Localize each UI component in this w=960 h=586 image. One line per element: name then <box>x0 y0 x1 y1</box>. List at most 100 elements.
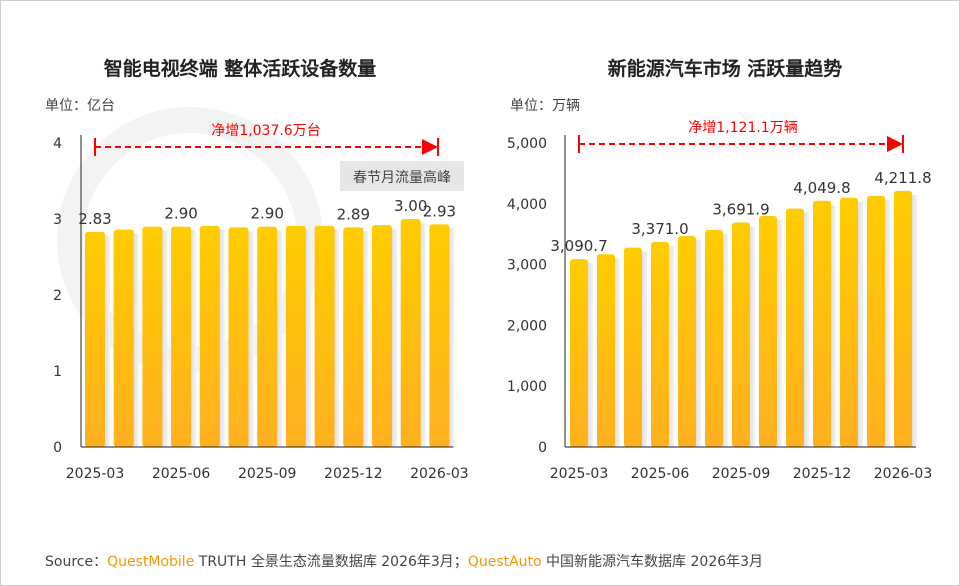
bar-shadow <box>447 228 455 447</box>
y-tick-label: 2,000 <box>507 318 547 334</box>
data-label: 4,049.8 <box>793 179 850 197</box>
data-label: 2.83 <box>78 210 111 228</box>
bar <box>678 236 696 447</box>
bar-shadow <box>332 229 340 447</box>
source-note: Source：QuestMobile TRUTH 全景生态流量数据库 2026年… <box>45 551 763 571</box>
bar-shadow <box>748 226 755 447</box>
x-tick-label: 2025-06 <box>152 466 211 482</box>
bar <box>759 215 777 447</box>
data-label: 4,211.8 <box>874 169 931 187</box>
bar-shadow <box>667 246 674 447</box>
data-label: 2.90 <box>250 205 283 223</box>
y-tick-label: 2 <box>53 288 62 304</box>
bar <box>813 200 831 447</box>
x-tick-label: 2026-03 <box>874 466 933 482</box>
bar <box>867 195 885 447</box>
x-tick-label: 2025-03 <box>66 466 125 482</box>
callout-text: 春节月流量高峰 <box>353 169 451 186</box>
bar <box>314 225 335 447</box>
bar-shadow <box>883 199 890 447</box>
bar-shadow <box>775 219 782 447</box>
y-tick-label: 4,000 <box>507 197 547 213</box>
bar-shadow <box>694 240 701 447</box>
bar <box>429 224 450 447</box>
bar <box>894 190 912 448</box>
source-text-1: TRUTH 全景生态流量数据库 2026年3月； <box>194 554 468 570</box>
bar-shadow <box>586 263 593 447</box>
source-brand-questmobile: QuestMobile <box>107 554 195 570</box>
x-tick-label: 2025-12 <box>324 466 383 482</box>
data-label: 2.89 <box>337 205 370 223</box>
bar <box>228 227 249 447</box>
bar <box>113 229 134 447</box>
bar-shadow <box>275 230 283 447</box>
bar-shadow <box>910 194 917 447</box>
data-label: 3.00 <box>394 197 427 215</box>
bar <box>199 225 220 447</box>
bar <box>171 226 192 447</box>
x-tick-label: 2025-03 <box>550 466 609 482</box>
bar-shadow <box>721 233 728 447</box>
annotation-text: 净增1,037.6万台 <box>211 123 320 139</box>
bar <box>624 247 642 447</box>
data-label: 2.90 <box>164 205 197 223</box>
unit-label: 单位：亿台 <box>45 98 115 114</box>
x-tick-label: 2025-06 <box>631 466 690 482</box>
annotation-text: 净增1,121.1万辆 <box>688 120 797 136</box>
chart-title: 新能源汽车市场 活跃量趋势 <box>608 57 843 80</box>
bar-shadow <box>160 230 168 447</box>
data-label: 3,691.9 <box>712 201 769 219</box>
y-tick-label: 1,000 <box>507 379 547 395</box>
bar-shadow <box>390 229 397 447</box>
y-tick-label: 3 <box>53 212 62 228</box>
bar-shadow <box>856 201 863 447</box>
data-label: 3,090.7 <box>550 237 607 255</box>
callout-box <box>340 161 464 191</box>
bar <box>786 208 804 447</box>
x-tick-label: 2025-12 <box>793 466 852 482</box>
y-tick-label: 0 <box>53 440 62 456</box>
bar <box>840 197 858 447</box>
bar <box>597 254 615 447</box>
bar-shadow <box>131 233 139 447</box>
bar-shadow <box>103 235 110 447</box>
bar <box>705 229 723 447</box>
bar-shadow <box>303 229 311 447</box>
data-label: 3,371.0 <box>631 220 688 238</box>
bar-shadow <box>613 258 620 447</box>
bar-shadow <box>189 230 197 447</box>
y-tick-label: 3,000 <box>507 258 547 274</box>
bar <box>400 219 421 447</box>
source-text-2: 中国新能源汽车数据库 2026年3月 <box>541 554 764 570</box>
y-tick-label: 5,000 <box>507 136 547 152</box>
x-tick-label: 2026-03 <box>410 466 469 482</box>
bar <box>372 225 392 447</box>
bar-shadow <box>361 231 369 447</box>
source-prefix: Source： <box>45 554 108 570</box>
y-tick-label: 0 <box>538 440 547 456</box>
bar <box>85 231 105 447</box>
source-brand-questauto: QuestAuto <box>467 554 542 570</box>
bar-shadow <box>829 204 836 447</box>
bar <box>285 225 306 447</box>
bar <box>570 259 588 447</box>
bar-shadow <box>217 229 225 447</box>
bar-shadow <box>802 212 809 447</box>
data-label: 2.93 <box>423 202 456 220</box>
bar-shadow <box>418 223 426 447</box>
y-tick-label: 1 <box>53 364 62 380</box>
bar <box>651 242 669 447</box>
bar <box>257 226 278 447</box>
bar <box>142 226 163 447</box>
chart-title: 智能电视终端 整体活跃设备数量 <box>104 57 377 80</box>
bar-shadow <box>640 251 647 447</box>
bar <box>343 227 364 447</box>
unit-label: 单位：万辆 <box>510 98 580 114</box>
y-tick-label: 4 <box>53 136 62 152</box>
bar <box>732 222 750 447</box>
x-tick-label: 2025-09 <box>238 466 297 482</box>
x-tick-label: 2025-09 <box>712 466 771 482</box>
